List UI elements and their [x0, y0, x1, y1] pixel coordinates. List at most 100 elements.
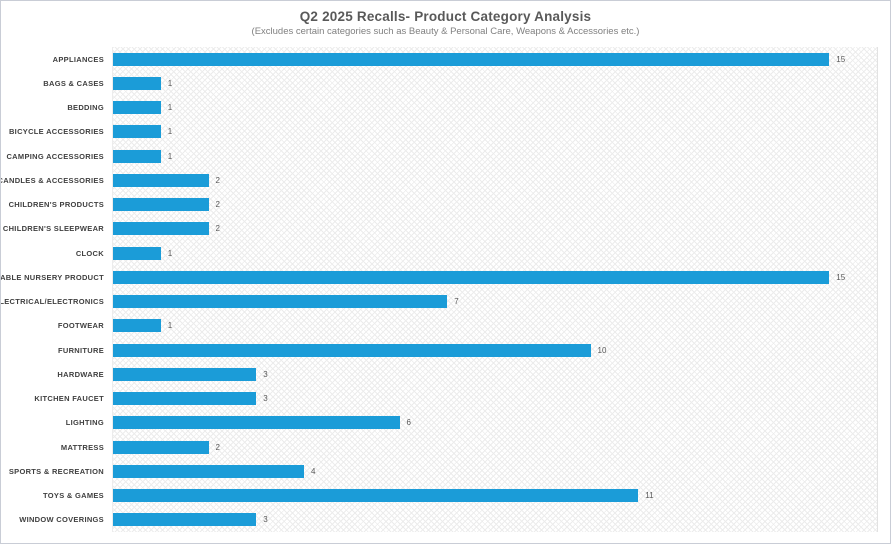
value-label: 1 — [167, 151, 173, 161]
value-label: 6 — [406, 418, 411, 428]
bar-row: 2 — [113, 217, 877, 241]
category-label: CANDLES & ACCESSORIES — [0, 175, 104, 185]
bar — [113, 464, 304, 478]
label-row: FOOTWEAR — [1, 314, 112, 338]
bar — [113, 222, 209, 236]
value-label: 3 — [263, 394, 268, 404]
category-label: BICYCLE ACCESSORIES — [8, 127, 104, 137]
bar-row: 4 — [113, 459, 877, 483]
value-label: 3 — [263, 515, 268, 525]
category-label: BAGS & CASES — [43, 78, 104, 88]
bar — [113, 173, 209, 187]
category-axis: APPLIANCES BAGS & CASES BEDDING BICYCLE ACC… — [1, 47, 112, 532]
bar-row: 2 — [113, 168, 877, 192]
value-label: 1 — [167, 78, 173, 88]
label-row: FURNITURE — [1, 338, 112, 362]
bar — [113, 343, 591, 357]
category-label: FOOTWEAR — [57, 321, 104, 331]
value-label: 4 — [311, 466, 316, 476]
bar-row: 1 — [113, 241, 877, 265]
bar-row: 1 — [113, 144, 877, 168]
bar — [113, 489, 639, 503]
bar — [113, 125, 161, 139]
category-label: BEDDING — [67, 103, 104, 113]
chart-subtitle: (Excludes certain categories such as Bea… — [251, 26, 640, 37]
bar — [113, 416, 400, 430]
value-label: 15 — [836, 272, 846, 282]
bar-row: 15 — [113, 47, 877, 71]
bar-row: 7 — [113, 290, 877, 314]
category-label: CAMPING ACCESSORIES — [6, 151, 104, 161]
label-row: KITCHEN FAUCET — [1, 387, 112, 411]
label-row: APPLIANCES — [1, 47, 112, 71]
bar — [113, 440, 209, 454]
category-label: CLOCK — [75, 248, 104, 258]
value-label: 3 — [263, 369, 268, 379]
label-row: TOYS & GAMES — [1, 484, 112, 508]
bar-row: 15 — [113, 265, 877, 289]
value-label: 2 — [215, 442, 220, 452]
category-label: WINDOW COVERINGS — [19, 515, 104, 525]
category-label: HARDWARE — [57, 369, 104, 379]
bar-row: 3 — [113, 362, 877, 386]
bar — [113, 149, 161, 163]
bar-row: 1 — [113, 71, 877, 95]
value-label: 11 — [645, 491, 654, 501]
bar-row: 1 — [113, 120, 877, 144]
value-label: 1 — [167, 103, 173, 113]
category-label: TOYS & GAMES — [43, 491, 104, 501]
label-row: LIGHTING — [1, 411, 112, 435]
value-label: 15 — [836, 54, 846, 64]
bar-row: 10 — [113, 338, 877, 362]
label-row: BEDDING — [1, 96, 112, 120]
value-label: 1 — [167, 248, 173, 258]
bar-row: 2 — [113, 193, 877, 217]
category-label: SPORTS & RECREATION — [8, 466, 104, 476]
label-row: CHILDREN'S PRODUCTS — [1, 193, 112, 217]
bar — [113, 198, 209, 212]
label-row: CLOCK — [1, 241, 112, 265]
bar-row: 6 — [113, 411, 877, 435]
category-label: CHILDREN'S PRODUCTS — [8, 200, 104, 210]
chart-title: Q2 2025 Recalls- Product Category Analys… — [299, 9, 592, 24]
label-row: DURABLE NURSERY PRODUCT — [1, 265, 112, 289]
value-label: 10 — [597, 345, 607, 355]
value-label: 1 — [167, 127, 173, 137]
category-label: DURABLE NURSERY PRODUCT — [0, 272, 104, 282]
value-label: 2 — [215, 200, 220, 210]
category-label: APPLIANCES — [52, 54, 104, 64]
bar-row: 2 — [113, 435, 877, 459]
bar-row: 1 — [113, 314, 877, 338]
category-label: MATTRESS — [60, 442, 104, 452]
label-row: MATTRESS — [1, 435, 112, 459]
category-label: LIGHTING — [65, 418, 104, 428]
category-label: KITCHEN FAUCET — [34, 394, 104, 404]
bar — [113, 367, 257, 381]
value-label: 1 — [167, 321, 173, 331]
category-label: ELECTRICAL/ELECTRONICS — [0, 297, 104, 307]
bar-row: 3 — [113, 387, 877, 411]
plot-area: 15 1 1 1 1 2 2 2 1 15 7 1 10 3 3 6 2 4 11 3 — [112, 47, 878, 532]
label-row: WINDOW COVERINGS — [1, 508, 112, 532]
category-label: FURNITURE — [57, 345, 104, 355]
bar — [113, 513, 257, 527]
label-row: BAGS & CASES — [1, 71, 112, 95]
label-row: CHILDREN'S SLEEPWEAR — [1, 217, 112, 241]
bar — [113, 392, 257, 406]
bar — [113, 101, 161, 115]
bar — [113, 76, 161, 90]
bar-row: 1 — [113, 96, 877, 120]
label-row: CAMPING ACCESSORIES — [1, 144, 112, 168]
category-label: CHILDREN'S SLEEPWEAR — [2, 224, 104, 234]
label-row: BICYCLE ACCESSORIES — [1, 120, 112, 144]
bar-row: 3 — [113, 508, 877, 532]
label-row: CANDLES & ACCESSORIES — [1, 168, 112, 192]
bar — [113, 270, 830, 284]
value-label: 2 — [215, 175, 220, 185]
label-row: SPORTS & RECREATION — [1, 459, 112, 483]
value-label: 2 — [215, 224, 220, 234]
label-row: HARDWARE — [1, 362, 112, 386]
bar-row: 11 — [113, 484, 877, 508]
label-row: ELECTRICAL/ELECTRONICS — [1, 290, 112, 314]
